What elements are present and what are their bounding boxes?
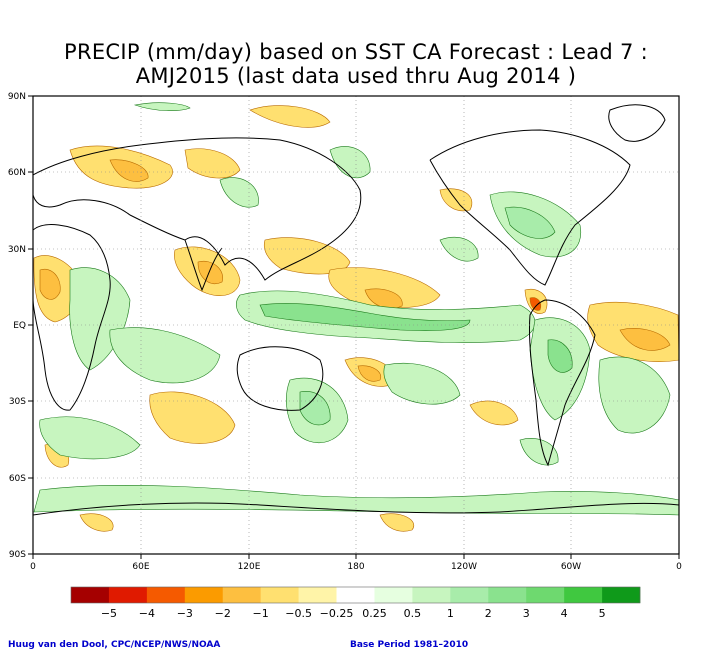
colorbar-swatch-6 — [298, 587, 337, 603]
map-title-line-1: PRECIP (mm/day) based on SST CA Forecast… — [64, 40, 648, 64]
colorbar-label-8: 0.5 — [404, 607, 422, 620]
dry-anomaly-patches — [33, 105, 679, 532]
colorbar-swatch-1 — [108, 587, 148, 603]
lat-label-60s: 60S — [9, 474, 26, 484]
coastline-north-america — [429, 129, 631, 286]
colorbar-swatch-3 — [184, 587, 224, 603]
colorbar-label-1: −4 — [139, 607, 155, 620]
coastline-eurasia — [33, 137, 362, 281]
lat-label-eq: EQ — [13, 321, 26, 331]
coastline-south-america — [528, 299, 596, 467]
map-title-line-2: AMJ2015 (last data used thru Aug 2014 ) — [135, 64, 577, 88]
colorbar-swatch-5 — [260, 587, 299, 603]
graticule — [33, 96, 679, 554]
coastlines — [33, 104, 679, 516]
colorbar-label-5: −0.5 — [285, 607, 312, 620]
author-credit: Huug van den Dool, CPC/NCEP/NWS/NOAA — [8, 640, 221, 650]
lat-label-60n: 60N — [8, 168, 26, 178]
colorbar-frame — [70, 586, 641, 604]
lon-label-180: 180 — [347, 562, 364, 572]
lon-label-120e: 120E — [238, 562, 261, 572]
colorbar-label-3: −2 — [215, 607, 231, 620]
colorbar-swatch-9 — [412, 587, 451, 603]
colorbar-label-6: −0.25 — [320, 607, 354, 620]
colorbar-label-10: 2 — [485, 607, 492, 620]
lon-label-120w: 120W — [451, 562, 477, 572]
colorbar-swatch-10 — [450, 587, 489, 603]
colorbar-swatch-7 — [336, 587, 375, 603]
coastline-africa — [33, 224, 111, 411]
colorbar-swatch-2 — [146, 587, 186, 603]
lon-label-0-left: 0 — [30, 562, 36, 572]
colorbar-swatch-8 — [374, 587, 413, 603]
colorbar-swatch-12 — [526, 587, 565, 603]
lon-label-60w: 60W — [561, 562, 581, 572]
colorbar-swatch-0 — [71, 587, 110, 603]
colorbar-label-7: 0.25 — [362, 607, 387, 620]
colorbar-label-4: −1 — [253, 607, 269, 620]
colorbar-label-9: 1 — [447, 607, 454, 620]
lat-label-30s: 30S — [9, 397, 26, 407]
coastline-greenland — [608, 104, 666, 142]
coastline-india — [184, 239, 223, 292]
colorbar-label-11: 3 — [523, 607, 530, 620]
wet-anomaly-patches — [33, 102, 679, 516]
coastline-antarctica — [33, 502, 679, 516]
longitude-axis — [32, 554, 680, 559]
colorbar-label-13: 5 — [599, 607, 606, 620]
colorbar-label-12: 4 — [561, 607, 568, 620]
colorbar: −5 −4 −3 −2 −1 −0.5 −0.25 0.25 0.5 1 2 3 4 5 — [70, 586, 641, 620]
lat-label-90n: 90N — [8, 92, 26, 102]
colorbar-swatch-13 — [564, 587, 603, 603]
lon-label-0-right: 0 — [676, 562, 682, 572]
lat-label-90s: 90S — [9, 550, 26, 560]
latitude-axis — [28, 95, 33, 555]
precip-anomaly-field — [33, 96, 679, 554]
colorbar-swatch-11 — [488, 587, 527, 603]
base-period-note: Base Period 1981–2010 — [350, 640, 469, 650]
lon-label-60e: 60E — [132, 562, 149, 572]
colorbar-swatch-14 — [602, 587, 641, 603]
coastline-australia — [236, 346, 324, 411]
colorbar-label-2: −3 — [177, 607, 193, 620]
lat-label-30n: 30N — [8, 245, 26, 255]
colorbar-swatch-4 — [222, 587, 261, 603]
colorbar-label-0: −5 — [101, 607, 117, 620]
